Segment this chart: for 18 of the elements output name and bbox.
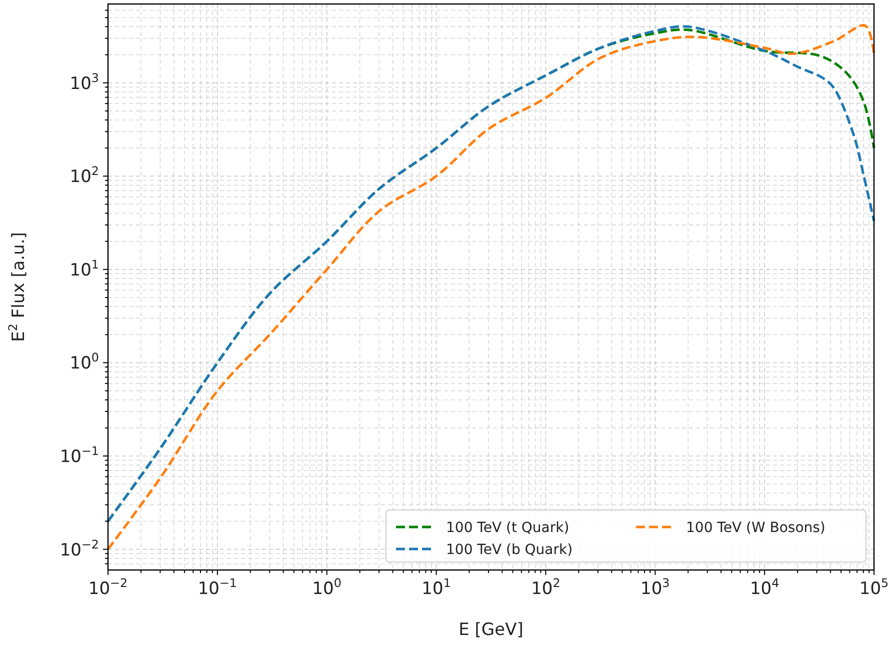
x-tick-label: 10$^{3}$ [640,576,670,599]
y-tick-label: 10$^{3}$ [70,70,99,94]
x-axis-title: E [GeV] [458,620,524,640]
legend-label: 100 TeV (b Quark) [446,542,573,558]
y-tick-label: 10$^{0}$ [70,350,99,374]
x-tick-label: 10$^{−1}$ [198,576,238,599]
x-tick-label: 10$^{4}$ [750,576,780,599]
y-tick-label: 10$^{2}$ [70,164,99,188]
legend-label: 100 TeV (W Bosons) [686,520,826,536]
y-tick-label: 10$^{−2}$ [60,537,99,560]
x-tick-label: 10$^{0}$ [312,576,342,599]
x-tick-label: 10$^{−2}$ [88,576,128,599]
x-tick-label: 10$^{1}$ [422,576,451,599]
y-tick-label: 10$^{−1}$ [60,444,99,468]
y-tick-label: 10$^{1}$ [70,257,99,280]
legend-label: 100 TeV (t Quark) [446,520,570,536]
x-tick-label: 10$^{5}$ [859,576,889,599]
x-tick-label: 10$^{2}$ [531,576,560,599]
